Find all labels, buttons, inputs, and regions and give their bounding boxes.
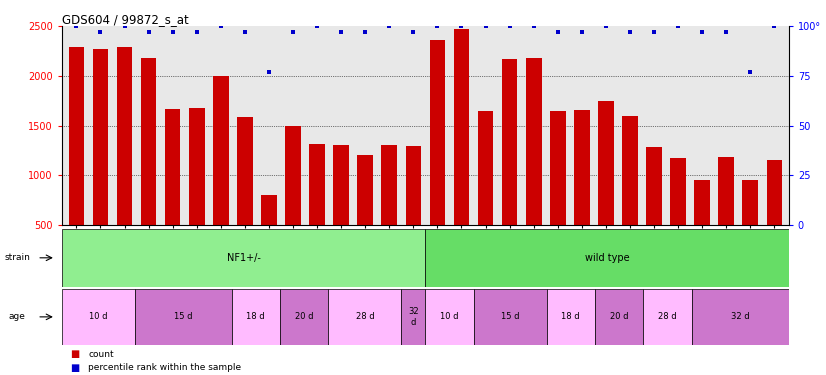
Bar bbox=[767, 160, 782, 225]
Text: strain: strain bbox=[4, 254, 31, 262]
Text: count: count bbox=[88, 350, 114, 359]
Bar bbox=[231, 289, 280, 345]
Bar bbox=[309, 144, 325, 225]
Bar bbox=[189, 108, 205, 225]
Bar bbox=[93, 49, 108, 225]
Bar bbox=[116, 46, 132, 225]
Bar bbox=[261, 195, 277, 225]
Bar bbox=[598, 101, 614, 225]
Text: 18 d: 18 d bbox=[562, 312, 580, 321]
Bar bbox=[358, 155, 373, 225]
Bar bbox=[165, 109, 181, 225]
Bar bbox=[670, 158, 686, 225]
Bar bbox=[406, 146, 421, 225]
Bar bbox=[646, 147, 662, 225]
Bar bbox=[334, 144, 349, 225]
Bar bbox=[477, 111, 493, 225]
Bar bbox=[595, 289, 643, 345]
Text: ■: ■ bbox=[70, 350, 79, 359]
Bar bbox=[401, 289, 425, 345]
Text: percentile rank within the sample: percentile rank within the sample bbox=[88, 363, 241, 372]
Bar bbox=[526, 58, 542, 225]
Text: 20 d: 20 d bbox=[295, 312, 314, 321]
Text: NF1+/-: NF1+/- bbox=[226, 253, 261, 263]
Bar bbox=[743, 180, 758, 225]
Bar bbox=[237, 117, 253, 225]
Bar bbox=[622, 116, 638, 225]
Text: 10 d: 10 d bbox=[440, 312, 459, 321]
Bar bbox=[62, 289, 135, 345]
Bar bbox=[140, 57, 156, 225]
Text: GDS604 / 99872_s_at: GDS604 / 99872_s_at bbox=[62, 13, 188, 26]
Bar bbox=[643, 289, 692, 345]
Text: ■: ■ bbox=[70, 363, 79, 372]
Bar bbox=[695, 180, 710, 225]
Bar bbox=[719, 157, 734, 225]
Text: 15 d: 15 d bbox=[501, 312, 520, 321]
Bar bbox=[69, 47, 84, 225]
Bar bbox=[425, 289, 474, 345]
Text: 18 d: 18 d bbox=[246, 312, 265, 321]
Text: 20 d: 20 d bbox=[610, 312, 629, 321]
Bar bbox=[574, 110, 590, 225]
Bar bbox=[453, 29, 469, 225]
Bar bbox=[425, 229, 789, 287]
Text: age: age bbox=[9, 312, 26, 321]
Bar bbox=[382, 144, 397, 225]
Bar bbox=[474, 289, 547, 345]
Text: 32 d: 32 d bbox=[731, 312, 750, 321]
Text: wild type: wild type bbox=[585, 253, 629, 263]
Bar bbox=[550, 111, 566, 225]
Text: 10 d: 10 d bbox=[89, 312, 107, 321]
Bar bbox=[502, 58, 517, 225]
Bar bbox=[430, 40, 445, 225]
Text: 32
d: 32 d bbox=[408, 307, 419, 327]
Text: 15 d: 15 d bbox=[173, 312, 192, 321]
Bar bbox=[329, 289, 401, 345]
Bar bbox=[280, 289, 329, 345]
Text: 28 d: 28 d bbox=[658, 312, 677, 321]
Text: 28 d: 28 d bbox=[355, 312, 374, 321]
Bar bbox=[547, 289, 595, 345]
Bar bbox=[692, 289, 789, 345]
Bar bbox=[285, 126, 301, 225]
Bar bbox=[213, 76, 229, 225]
Bar bbox=[135, 289, 231, 345]
Bar bbox=[62, 229, 425, 287]
